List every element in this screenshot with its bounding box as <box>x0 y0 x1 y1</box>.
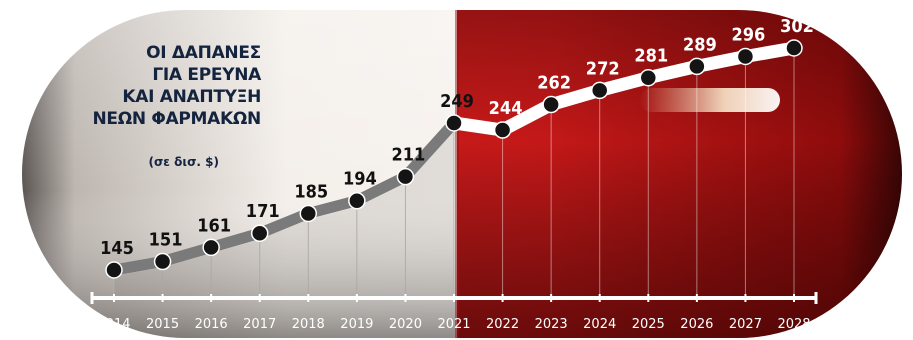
value-label-2014: 145 <box>100 238 134 259</box>
title-line-4: ΝΕΩΝ ΦΑΡΜΑΚΩΝ <box>92 109 261 129</box>
x-tick-label-2026: 2026 <box>680 317 713 332</box>
x-tick-label-2028: 2028 <box>777 317 810 332</box>
x-tick-label-2025: 2025 <box>632 317 665 332</box>
value-label-2021: 249 <box>440 91 474 112</box>
gridlines <box>113 48 795 298</box>
x-tick-label-2024: 2024 <box>583 317 616 332</box>
value-label-2019: 194 <box>343 169 377 190</box>
x-tick-label-2016: 2016 <box>195 317 228 332</box>
area-under-line <box>114 128 454 298</box>
data-point-2023 <box>542 95 560 114</box>
x-tick-label-2027: 2027 <box>729 317 762 332</box>
data-point-2022 <box>493 121 512 139</box>
data-point-2018 <box>299 204 318 223</box>
value-label-2016: 161 <box>197 215 231 236</box>
value-label-2023: 262 <box>537 73 571 94</box>
data-point-2028 <box>785 39 803 57</box>
title-line-2: ΓΙΑ ΕΡΕΥΝΑ <box>152 65 261 85</box>
x-tick-label-2022: 2022 <box>486 317 519 332</box>
x-tick-label-2015: 2015 <box>146 317 179 332</box>
value-labels: 145 151 161 171 185 194 211 249 244 262 272 281 289 2… <box>100 16 814 259</box>
unit-label: (σε δισ. $) <box>148 155 219 169</box>
value-label-2028: 302 <box>780 16 814 37</box>
data-point-2021 <box>445 114 463 132</box>
title-line-1: ΟΙ ΔΑΠΑΝΕΣ <box>146 43 261 63</box>
x-tick-label-2018: 2018 <box>292 317 325 332</box>
x-tick-label-2014: 2014 <box>97 317 130 332</box>
area-historical <box>114 128 454 298</box>
value-label-2015: 151 <box>149 230 183 251</box>
value-label-2024: 272 <box>586 58 620 79</box>
data-point-2017 <box>250 224 269 242</box>
capsule-highlight <box>640 88 780 112</box>
capsule-right-half <box>457 10 902 338</box>
data-point-2019 <box>348 191 366 210</box>
data-point-2025 <box>639 68 658 87</box>
capsule-seam <box>455 10 459 338</box>
x-tick-label-2023: 2023 <box>535 317 568 332</box>
x-axis <box>90 292 818 304</box>
value-label-2022: 244 <box>489 98 523 119</box>
x-tick-label-2017: 2017 <box>243 317 276 332</box>
value-label-2017: 171 <box>246 201 280 222</box>
data-points <box>105 39 803 279</box>
value-label-2025: 281 <box>634 46 668 67</box>
data-point-2024 <box>590 81 609 100</box>
value-label-2026: 289 <box>683 34 717 55</box>
data-point-2027 <box>736 47 755 66</box>
data-point-2020 <box>396 167 415 186</box>
capsule-left-half <box>22 10 457 338</box>
x-tick-label-2020: 2020 <box>389 317 422 332</box>
x-tick-label-2019: 2019 <box>340 317 373 332</box>
value-label-2027: 296 <box>732 24 766 45</box>
data-point-2015 <box>153 252 172 271</box>
value-label-2020: 211 <box>392 145 426 166</box>
x-tick-labels: 2014 2015 2016 2017 2018 2019 2020 2021 2022 2023… <box>97 317 810 332</box>
value-label-2018: 185 <box>294 181 328 202</box>
title-line-3: ΚΑΙ ΑΝΑΠΤΥΞΗ <box>122 87 261 107</box>
data-point-2016 <box>202 238 220 257</box>
data-point-2026 <box>688 57 706 76</box>
data-point-2014 <box>105 261 123 279</box>
chart-title: ΟΙ ΔΑΠΑΝΕΣ ΓΙΑ ΕΡΕΥΝΑ ΚΑΙ ΑΝΑΠΤΥΞΗ ΝΕΩΝ … <box>92 42 261 130</box>
x-tick-label-2021: 2021 <box>437 317 470 332</box>
